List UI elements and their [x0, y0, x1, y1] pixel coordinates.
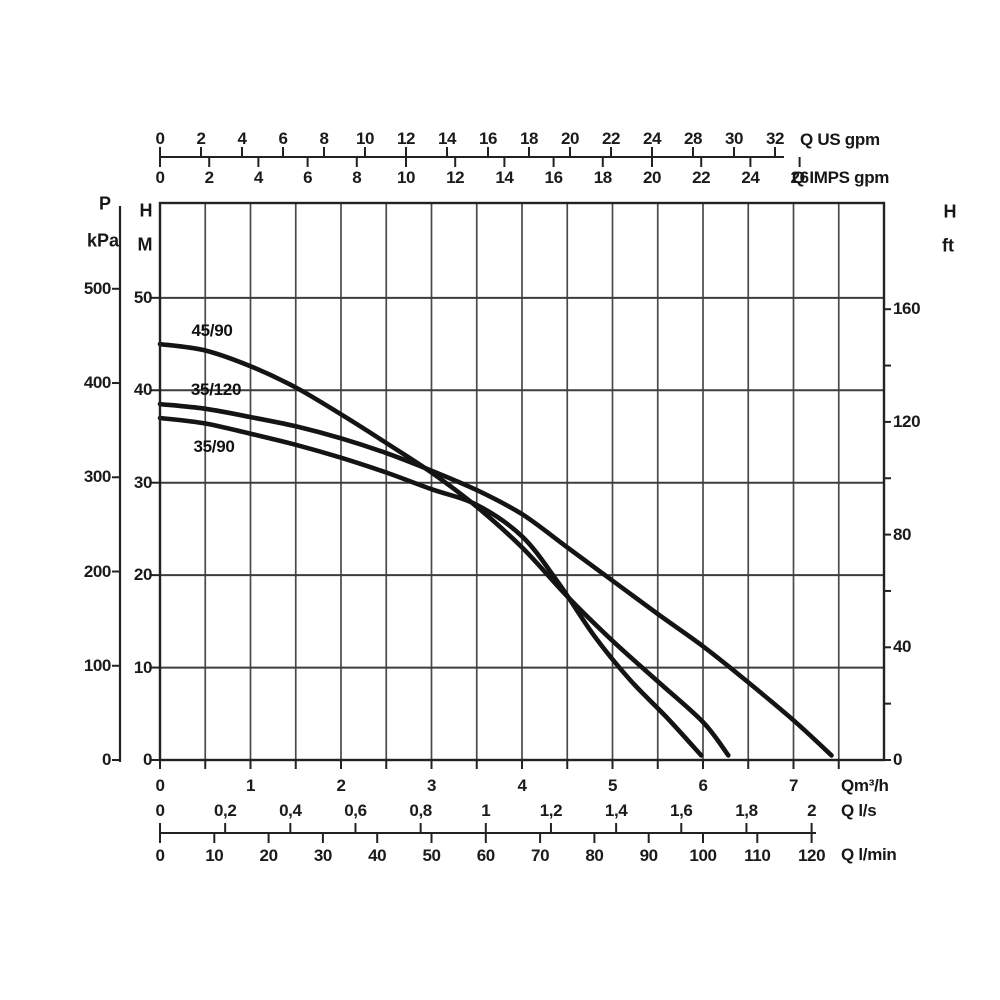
- tick-label: 70: [531, 846, 550, 865]
- head-ft-axis-unit: ft: [942, 235, 954, 256]
- pressure-axis-unit: kPa: [86, 230, 120, 251]
- tick-label: 30: [133, 472, 153, 492]
- pressure-axis-title: P: [98, 193, 112, 214]
- tick-label: 100: [689, 846, 717, 865]
- tick-label: 1,4: [604, 801, 628, 820]
- curve-35/90: [157, 415, 704, 758]
- tick-label: 24: [642, 129, 662, 148]
- tick-label: 20: [133, 565, 153, 585]
- tick-label: 400: [83, 373, 112, 393]
- curve-label-45-90: 45/90: [191, 321, 233, 340]
- tick-label: 1,6: [670, 801, 693, 820]
- tick-label: 4: [237, 129, 247, 148]
- tick-label: 20: [642, 168, 662, 187]
- tick-label: 300: [83, 467, 112, 487]
- tick-label: 40: [133, 380, 153, 400]
- tick-label: 40: [368, 846, 387, 865]
- tick-label: 2: [204, 168, 214, 187]
- tick-label: 12: [446, 168, 465, 187]
- tick-label: 7: [788, 776, 799, 795]
- tick-label: 22: [692, 168, 711, 187]
- tick-label: 0,4: [279, 801, 302, 820]
- tick-label: 0: [155, 168, 165, 187]
- tick-label: 200: [83, 561, 112, 581]
- tick-label: 32: [765, 129, 785, 148]
- tick-label: 10: [396, 168, 416, 187]
- tick-label: 16: [478, 129, 498, 148]
- head-m-axis-unit: M: [137, 234, 153, 255]
- tick-label: 2: [196, 129, 206, 148]
- tick-label: 30: [724, 129, 744, 148]
- tick-label: 0: [155, 776, 165, 795]
- tick-label: 18: [593, 168, 613, 187]
- tick-label: 80: [585, 846, 604, 865]
- tick-label: 0: [155, 801, 165, 820]
- tick-label: 1,8: [735, 801, 758, 820]
- tick-label: 50: [422, 846, 441, 865]
- tick-label: 8: [319, 129, 329, 148]
- tick-label: 4: [253, 168, 263, 187]
- tick-label: 2: [336, 776, 346, 795]
- tick-label: 10: [355, 129, 375, 148]
- ls-axis-unit: Q l/s: [841, 801, 877, 820]
- tick-label: 8: [352, 168, 362, 187]
- tick-label: 0: [155, 129, 165, 148]
- tick-label: 14: [437, 129, 457, 148]
- curve-45/90: [157, 341, 731, 758]
- tick-label: 160: [893, 299, 921, 319]
- tick-label: 14: [495, 168, 514, 187]
- tick-label: 6: [303, 168, 313, 187]
- tick-label: 60: [476, 846, 496, 865]
- tick-label: 80: [893, 524, 912, 544]
- tick-label: 28: [683, 129, 703, 148]
- curve-label-35-90: 35/90: [193, 437, 235, 456]
- tick-label: 120: [893, 411, 921, 431]
- tick-label: 4: [517, 776, 527, 795]
- tick-label: 0: [155, 846, 165, 865]
- lmin-axis-unit: Q l/min: [841, 845, 897, 864]
- curve-35/120: [157, 401, 834, 758]
- tick-label: 12: [396, 129, 416, 148]
- tick-label: 26: [790, 168, 810, 187]
- tick-label: 22: [601, 129, 621, 148]
- imps-gpm-axis-unit: Q IMPS gpm: [792, 168, 890, 187]
- tick-label: 16: [544, 168, 564, 187]
- tick-label: 0: [142, 750, 152, 769]
- tick-label: 20: [259, 846, 279, 865]
- tick-label: 10: [205, 846, 224, 865]
- m3h-axis-unit: Qm³/h: [841, 776, 889, 795]
- tick-label: 110: [744, 846, 771, 865]
- tick-label: 1: [245, 776, 256, 795]
- tick-label: 0,6: [344, 801, 367, 820]
- tick-label: 10: [133, 657, 153, 677]
- us-gpm-axis-unit: Q US gpm: [800, 130, 880, 149]
- tick-label: 90: [639, 846, 659, 865]
- tick-label: 3: [426, 776, 437, 795]
- tick-label: 40: [893, 637, 912, 657]
- tick-label: 30: [313, 846, 333, 865]
- tick-label: 6: [278, 129, 288, 148]
- tick-label: 500: [83, 278, 112, 298]
- tick-label: 50: [133, 287, 153, 307]
- tick-label: 2: [807, 801, 817, 820]
- head-ft-axis-title: H: [943, 201, 957, 222]
- tick-label: 120: [798, 846, 826, 865]
- tick-label: 18: [519, 129, 539, 148]
- tick-label: 0,8: [409, 801, 432, 820]
- tick-label: 1,2: [539, 801, 563, 820]
- head-m-axis-title: H: [139, 200, 153, 221]
- tick-label: 0,2: [213, 801, 237, 820]
- tick-label: 5: [607, 776, 618, 795]
- tick-label: 20: [560, 129, 580, 148]
- tick-label: 24: [741, 168, 760, 187]
- tick-label: 1: [481, 801, 491, 820]
- tick-label: 0: [893, 750, 903, 769]
- tick-label: 6: [698, 776, 708, 795]
- tick-label: 0: [101, 750, 111, 769]
- tick-label: 100: [83, 655, 112, 675]
- curve-label-35-120: 35/120: [190, 380, 242, 399]
